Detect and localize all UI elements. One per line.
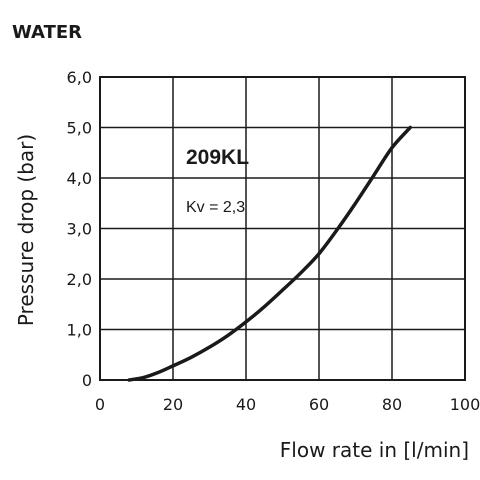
y-tick-label: 4,0 <box>67 169 92 188</box>
x-tick-label: 0 <box>95 395 105 414</box>
y-tick-label: 5,0 <box>67 119 92 138</box>
x-tick-label: 20 <box>163 395 183 414</box>
y-tick-labels: 0 1,0 2,0 3,0 4,0 5,0 6,0 <box>67 68 92 390</box>
y-tick-label: 2,0 <box>67 270 92 289</box>
y-tick-label: 3,0 <box>67 220 92 239</box>
x-tick-label: 80 <box>382 395 402 414</box>
plot-frame <box>99 76 466 381</box>
x-axis-label: Flow rate in [l/min] <box>280 438 469 462</box>
y-tick-label: 6,0 <box>67 68 92 87</box>
x-tick-label: 60 <box>309 395 329 414</box>
annotation-model: 209KL <box>186 146 249 169</box>
chart-title: WATER <box>12 22 82 43</box>
y-tick-label: 0 <box>82 371 92 390</box>
x-tick-labels: 0 20 40 60 80 100 <box>95 395 480 414</box>
grid <box>100 77 465 380</box>
y-tick-label: 1,0 <box>67 321 92 340</box>
y-axis-label: Pressure drop (bar) <box>14 134 38 326</box>
x-tick-label: 100 <box>450 395 480 414</box>
x-tick-label: 40 <box>236 395 256 414</box>
annotation-kv: Kv = 2,3 <box>186 199 245 216</box>
series-line <box>127 125 412 382</box>
